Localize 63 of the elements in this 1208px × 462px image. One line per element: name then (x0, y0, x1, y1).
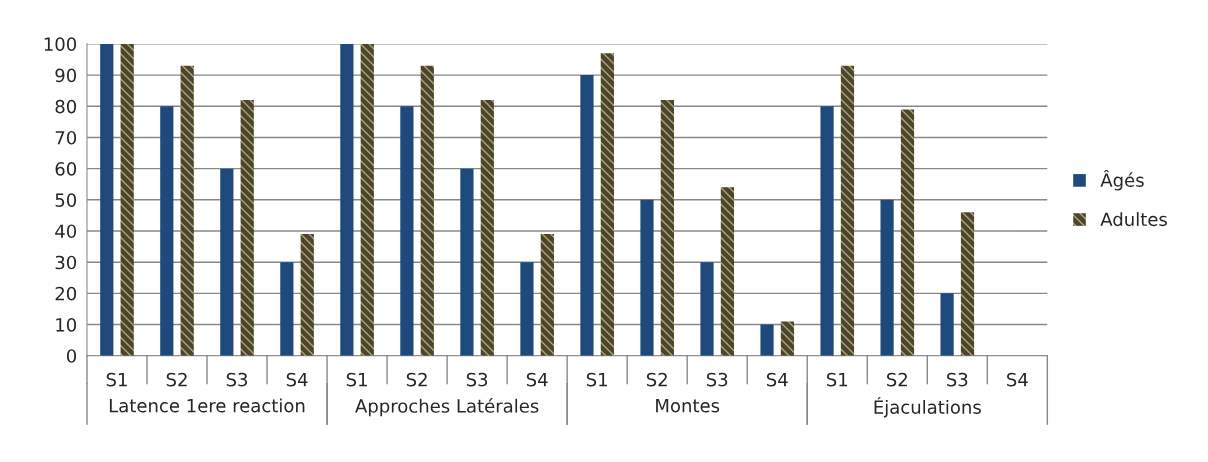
x-tick-label: S1 (586, 372, 607, 387)
x-tick-label: S3 (226, 372, 248, 387)
bar (520, 262, 534, 356)
x-tick-label: S4 (286, 372, 308, 387)
bar (780, 321, 795, 356)
bar (900, 109, 915, 356)
legend-label: Adultes (1100, 212, 1167, 227)
bar (600, 53, 614, 356)
x-tick-label: S1 (346, 372, 367, 387)
bar (960, 212, 975, 356)
x-tick-label: S2 (166, 372, 187, 387)
bar (820, 106, 834, 356)
x-tick-label: S3 (466, 372, 488, 387)
bar (280, 262, 294, 356)
x-tick-label: S1 (106, 372, 127, 387)
bar (640, 199, 654, 356)
y-tick-label: 100 (44, 37, 77, 52)
bar (100, 43, 114, 356)
x-tick-label: S2 (406, 372, 427, 387)
text: Éjaculations (874, 396, 981, 418)
bar (880, 199, 894, 356)
bar (760, 324, 774, 356)
y-tick-label: 40 (55, 224, 77, 239)
bar (580, 75, 594, 356)
bar (540, 234, 554, 356)
y-tick-label: 50 (55, 193, 77, 207)
bar (240, 100, 254, 356)
bar (460, 168, 474, 356)
x-tick-label: S3 (947, 372, 968, 387)
x-tick-label: S4 (766, 372, 788, 387)
bar (420, 65, 434, 356)
x-tick-label: S1 (826, 372, 848, 387)
legend-label: Âgés (1100, 170, 1144, 191)
x-tick-label: S2 (646, 372, 667, 387)
y-tick-label: 60 (55, 162, 77, 176)
bar (300, 234, 314, 356)
y-tick-label: 90 (55, 68, 77, 83)
x-tick-label: S4 (526, 372, 548, 387)
bar (720, 187, 735, 356)
bar (840, 65, 855, 356)
y-tick-label: 10 (56, 318, 77, 332)
bar (700, 262, 714, 356)
bar (360, 43, 374, 356)
bar (480, 100, 494, 356)
y-tick-label: 20 (55, 286, 77, 301)
bar (340, 43, 354, 356)
bar (120, 43, 134, 356)
bar (400, 106, 414, 356)
bar (940, 293, 954, 356)
y-tick-label: 80 (55, 99, 77, 114)
x-tick-label: S3 (706, 372, 728, 387)
text: Montes (656, 399, 720, 413)
x-tick-label: S2 (887, 372, 907, 387)
bar (220, 168, 234, 356)
y-tick-label: 30 (55, 255, 77, 270)
text: Approches Latérales (355, 398, 539, 417)
y-tick-label: 70 (55, 130, 77, 145)
bar (180, 65, 194, 356)
y-tick-label: 0 (66, 349, 77, 363)
text: Latence 1ere reaction (109, 398, 305, 413)
bar (160, 106, 174, 356)
x-tick-label: S4 (1007, 372, 1028, 387)
bar (660, 100, 674, 356)
